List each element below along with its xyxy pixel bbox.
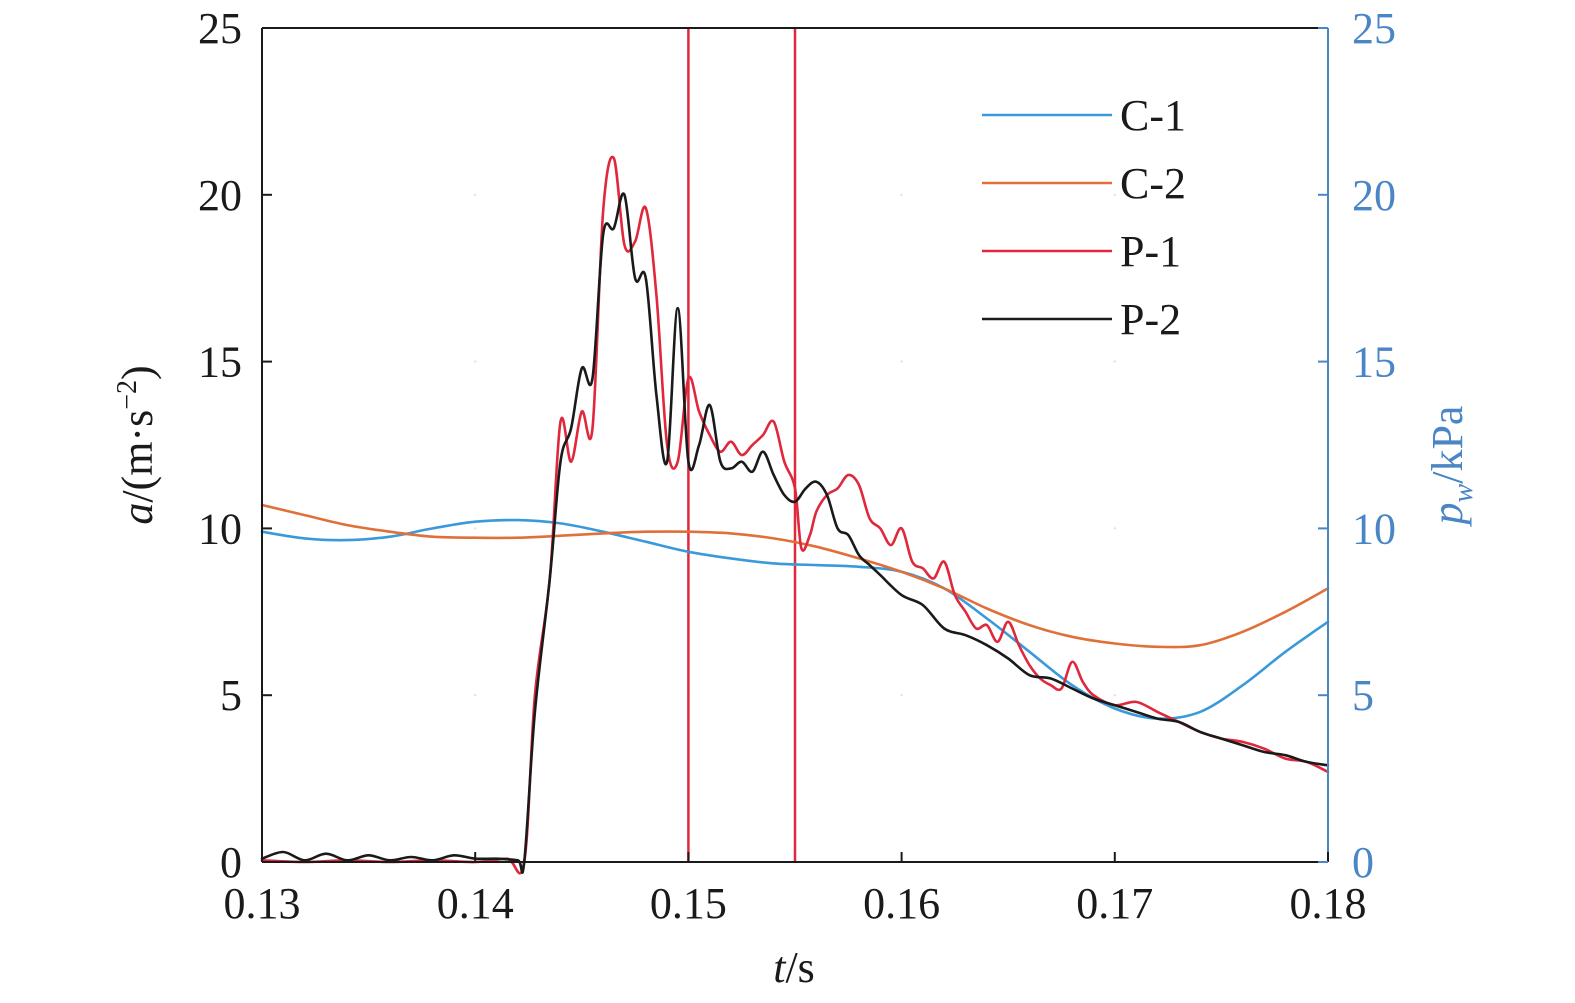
x-tick-label: 0.15 [650, 879, 727, 928]
x-tick-label: 0.14 [437, 879, 514, 928]
x-axis-label: t/s [773, 943, 815, 992]
right-y-tick-label: 10 [1352, 504, 1396, 553]
right-y-axis-label-unit: /kPa [1423, 406, 1472, 484]
x-tick-label: 0.18 [1290, 879, 1367, 928]
left-y-axis-label: a/(m·s−2) [112, 365, 162, 524]
grid-dot [900, 694, 903, 697]
axes [261, 27, 1329, 863]
left-y-axis-label-sup: −2 [112, 380, 143, 410]
right-y-axis-label-sub: w [1448, 483, 1479, 502]
reference-lines [687, 28, 797, 862]
x-axis-label-italic: t [773, 943, 787, 992]
left-y-tick-label: 10 [198, 504, 242, 553]
right-y-tick-label: 20 [1352, 171, 1396, 220]
x-tick-label: 0.16 [863, 879, 940, 928]
left-y-axis-label-close: ) [113, 365, 162, 380]
right-y-tick-label: 25 [1352, 4, 1396, 53]
left-y-tick-label: 15 [198, 338, 242, 387]
left-y-tick-label: 25 [198, 4, 242, 53]
grid-dot [1113, 193, 1117, 196]
grid-dot [1113, 360, 1117, 363]
legend-label: C-2 [1120, 159, 1186, 208]
right-y-tick-label: 15 [1352, 338, 1396, 387]
right-y-axis-label: pw/kPa [1423, 406, 1479, 528]
left-y-tick-label: 5 [220, 671, 242, 720]
legend-label: P-2 [1120, 295, 1181, 344]
grid-dot [474, 193, 477, 196]
right-y-tick-label: 5 [1352, 671, 1374, 720]
grid-dot [900, 360, 903, 363]
left-y-axis-label-italic: a [113, 503, 162, 525]
legend-label: P-1 [1120, 227, 1181, 276]
series-line-c-2 [260, 503, 1330, 649]
right-y-tick-label: 0 [1352, 838, 1374, 887]
x-tick-label: 0.13 [224, 879, 301, 928]
legend-label: C-1 [1120, 91, 1186, 140]
left-y-tick-label: 0 [220, 838, 242, 887]
left-y-tick-label: 20 [198, 171, 242, 220]
grid-dot [900, 193, 903, 196]
series-line-p-1 [260, 155, 1330, 875]
series-line-p-2 [260, 192, 1330, 874]
grid-dot [474, 694, 477, 697]
x-axis-label-unit: /s [785, 943, 814, 992]
grid-dot [474, 527, 477, 530]
series-lines [260, 155, 1330, 875]
grid-dot [474, 360, 477, 363]
grid-dot [1113, 527, 1117, 530]
legend: C-1 C-2 P-1 P-2 [982, 91, 1186, 344]
x-tick-label: 0.17 [1076, 879, 1153, 928]
left-y-axis-label-unit: /(m·s [113, 410, 162, 503]
grid-dot [1113, 694, 1117, 697]
tick-labels: 0.13 0.14 0.15 0.16 0.17 0.180510152025051015… [198, 4, 1396, 928]
right-y-axis-label-italic: p [1423, 502, 1472, 527]
